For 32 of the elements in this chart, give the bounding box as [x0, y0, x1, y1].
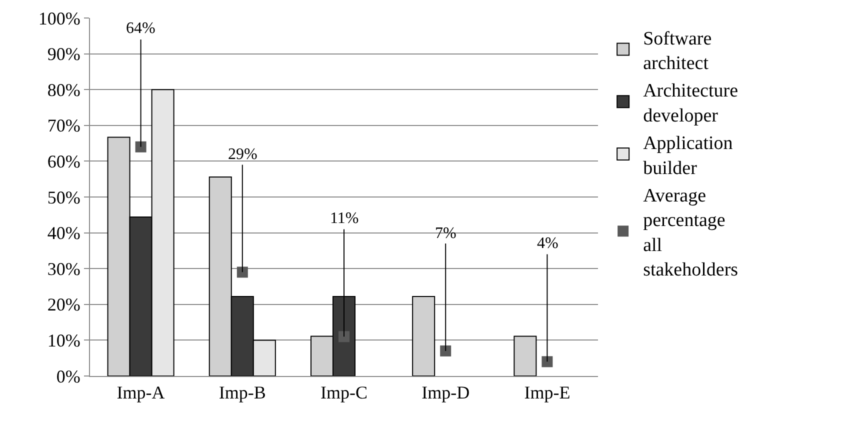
x-tick-label: Imp-C	[320, 382, 368, 403]
y-tick-label: 70%	[47, 116, 80, 136]
x-tick-label: Imp-D	[422, 382, 470, 403]
y-tick-label: 0%	[56, 366, 80, 386]
x-tick-label: Imp-B	[218, 382, 266, 403]
bar	[514, 336, 537, 376]
bar	[412, 296, 436, 376]
point	[542, 356, 553, 368]
y-tick-label: 60%	[47, 152, 80, 172]
y-tick-label: 40%	[47, 223, 80, 244]
point	[440, 345, 452, 356]
point	[236, 266, 248, 278]
data-label: 7%	[435, 225, 456, 242]
y-tick-label: 90%	[47, 44, 80, 64]
data-label: 64%	[126, 20, 156, 37]
point	[135, 141, 146, 152]
data-label: 11%	[330, 210, 359, 227]
x-tick-label: Imp-A	[116, 382, 165, 403]
y-tick-label: 80%	[47, 80, 80, 100]
legend-label: Software architect	[643, 28, 712, 74]
y-tick-label: 20%	[47, 294, 80, 315]
y-tick-label: 50%	[47, 187, 80, 208]
y-tick-label: 10%	[47, 330, 80, 350]
y-tick-label: 100%	[38, 8, 80, 28]
legend-label: Average percentage all stakeholders	[643, 185, 738, 281]
x-tick-label: Imp-E	[524, 382, 570, 403]
data-label: 4%	[537, 235, 558, 252]
data-label: 29%	[228, 146, 258, 163]
legend-label: Application builder	[643, 133, 734, 179]
point	[338, 331, 350, 342]
legend-label: Architecture developer	[643, 80, 738, 126]
y-tick-label: 30%	[47, 258, 80, 279]
